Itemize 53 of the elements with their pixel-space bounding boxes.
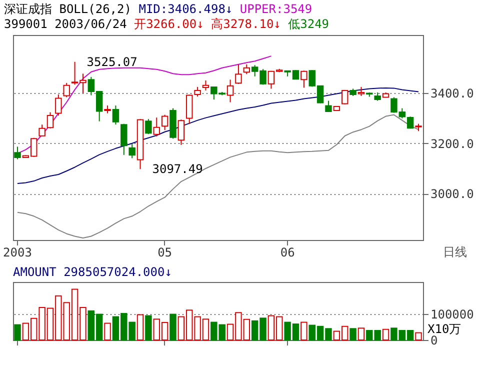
chart-title: AMOUNT 2985057024.000↓ <box>13 265 172 279</box>
text: MID:3406.498↓ <box>138 2 234 16</box>
y-tick-label: 3400.0 <box>430 86 474 101</box>
candlestick <box>153 117 160 137</box>
bar <box>170 314 176 340</box>
candlestick <box>235 64 242 84</box>
candlestick <box>145 118 152 135</box>
bar <box>104 322 111 340</box>
candlestick <box>358 86 365 96</box>
candlestick <box>55 94 62 116</box>
text: 399001 <box>4 17 48 31</box>
y-tick-label: 3000.0 <box>430 187 474 202</box>
bar <box>350 328 356 340</box>
text: 开3266.00↓ <box>134 17 205 31</box>
candlestick <box>341 89 348 105</box>
candlestick <box>178 119 185 146</box>
candlestick <box>14 146 21 160</box>
candlestick <box>226 79 234 103</box>
bar <box>136 314 144 340</box>
y-tick-label: 100000 <box>430 308 474 322</box>
bar <box>358 328 365 340</box>
text: 2003/06/24 <box>54 17 128 31</box>
annotation: 3525.07 <box>86 54 138 69</box>
bar <box>14 324 21 340</box>
candlestick <box>38 124 46 136</box>
candlestick <box>243 64 250 75</box>
candlestick <box>112 105 120 126</box>
text: UPPER:3549 <box>240 2 314 16</box>
candlestick <box>120 123 128 156</box>
text: 低3249 <box>288 17 330 31</box>
bar <box>300 322 308 340</box>
chart-title: 深证成指 <box>4 2 53 16</box>
bar <box>145 315 152 340</box>
x-tick-label: 06 <box>280 246 295 260</box>
text: 日线 <box>443 245 467 259</box>
line-series <box>17 114 419 238</box>
candlestick <box>128 143 136 159</box>
y-axis-title: X10万 <box>428 322 462 336</box>
bar <box>415 332 422 340</box>
candlestick <box>202 80 210 91</box>
annotation: 3097.49 <box>152 162 203 176</box>
y-tick-label: 3200.0 <box>430 136 474 151</box>
x-tick-label: 05 <box>158 246 172 260</box>
y-tick-label: 0 <box>430 334 438 348</box>
candlestick <box>161 114 168 131</box>
candlestick <box>46 112 54 129</box>
text: BOLL(26,2) <box>59 2 132 16</box>
candlestick <box>63 82 70 98</box>
text: 高3278.10↓ <box>211 17 282 31</box>
line-series <box>17 87 419 184</box>
candlestick <box>300 70 308 88</box>
x-tick-label: 2003 <box>3 246 32 260</box>
bar <box>382 328 390 340</box>
